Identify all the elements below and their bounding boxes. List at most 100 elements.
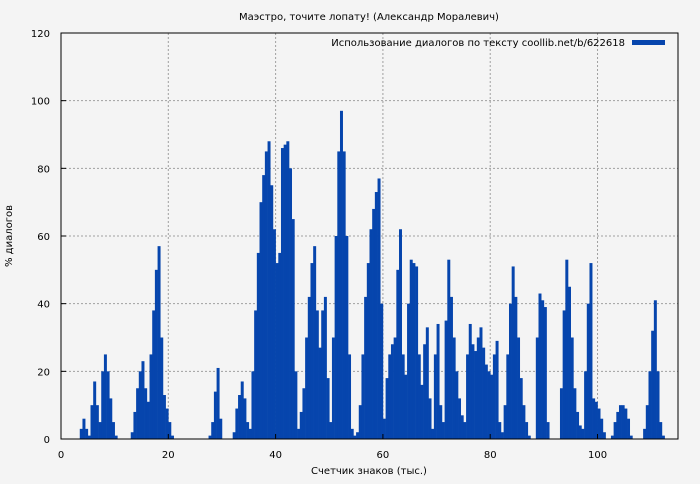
bar (441, 422, 445, 439)
bar (267, 141, 271, 439)
y-tick-label: 20 (37, 367, 50, 378)
bar (576, 411, 580, 439)
bar (114, 435, 118, 439)
bar (517, 337, 521, 439)
bar (458, 398, 462, 439)
bar (345, 236, 349, 439)
bar (538, 293, 542, 439)
bar (433, 354, 437, 439)
bar (460, 415, 464, 439)
bar (339, 110, 343, 440)
bar (334, 236, 338, 439)
bar (466, 354, 470, 439)
bar (471, 344, 475, 439)
bar (589, 263, 593, 439)
bar (326, 378, 330, 439)
bar (170, 435, 174, 439)
x-tick-label: 60 (377, 450, 390, 461)
bar (350, 428, 354, 439)
bar (259, 202, 263, 439)
bar (409, 259, 413, 439)
legend-swatch (632, 40, 665, 45)
bar (280, 148, 284, 440)
plot-frame (60, 32, 679, 440)
bar (364, 296, 368, 439)
bar (500, 432, 504, 439)
bar (216, 367, 220, 439)
bar (213, 391, 217, 439)
bar (310, 263, 314, 439)
bar (417, 354, 421, 439)
bar (377, 178, 381, 439)
bar (154, 269, 158, 439)
bar (519, 378, 523, 439)
bar (283, 144, 287, 439)
bar (385, 378, 389, 439)
bar (648, 371, 652, 439)
bar (101, 371, 105, 439)
bar (337, 151, 341, 439)
x-tick-label: 40 (269, 450, 282, 461)
bar (168, 422, 172, 439)
bar (455, 371, 459, 439)
bar (374, 192, 378, 439)
bar (420, 384, 424, 439)
bar (618, 405, 622, 439)
bar (492, 354, 496, 439)
bar (270, 185, 274, 439)
bar (240, 381, 244, 439)
bar (82, 418, 86, 439)
bar (541, 300, 545, 439)
bar (382, 418, 386, 439)
x-axis-label: Счетчик знаков (тыс.) (311, 466, 427, 477)
bar (508, 303, 512, 439)
bar (546, 422, 550, 439)
bar (503, 405, 507, 439)
bar (535, 337, 539, 439)
bar (318, 347, 322, 439)
bar (597, 408, 601, 439)
bar (305, 337, 309, 439)
y-tick-label: 60 (37, 232, 50, 243)
y-tick-label: 40 (37, 300, 50, 311)
axes: 0 20 40 60 80 100 120 0 20 40 60 80 100 (31, 29, 679, 461)
bar (85, 428, 89, 439)
bar (329, 422, 333, 439)
bar (659, 422, 663, 439)
bar (412, 263, 416, 439)
bar (482, 347, 486, 439)
bar (643, 428, 647, 439)
bar (103, 354, 107, 439)
bar (111, 422, 115, 439)
bar (573, 388, 577, 439)
bar (559, 388, 563, 439)
bar (157, 246, 161, 439)
bar (366, 263, 370, 439)
bar (476, 337, 480, 439)
bar (243, 398, 247, 439)
bar (479, 327, 483, 439)
y-tick-label: 100 (31, 97, 50, 108)
bar (444, 320, 448, 439)
bar (514, 296, 518, 439)
bar (621, 405, 625, 439)
bar (498, 422, 502, 439)
bar (297, 428, 301, 439)
bar (98, 422, 102, 439)
bar (511, 266, 515, 439)
bar (302, 388, 306, 439)
bar (264, 151, 268, 439)
bar (562, 310, 566, 439)
chart-title: Маэстро, точите лопату! (Александр Морал… (239, 12, 499, 23)
bar (294, 371, 298, 439)
bar (211, 422, 215, 439)
bar (645, 405, 649, 439)
bar (331, 337, 335, 439)
bar (522, 405, 526, 439)
bar (342, 151, 346, 439)
bar (307, 296, 311, 439)
bar (586, 303, 590, 439)
bar (600, 418, 604, 439)
bar (235, 408, 239, 439)
bar (661, 435, 665, 439)
